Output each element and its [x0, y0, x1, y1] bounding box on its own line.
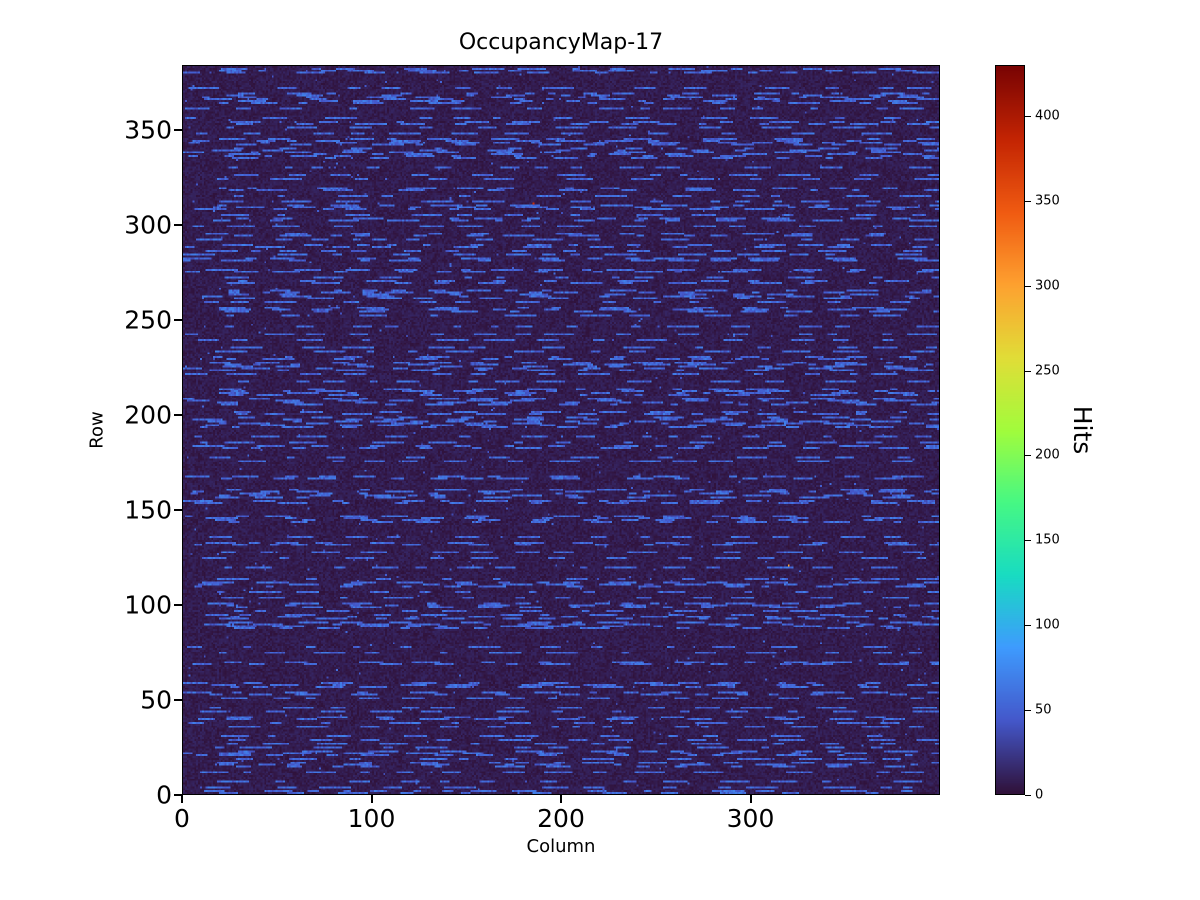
x-tick-mark	[749, 795, 752, 803]
colorbar-tick-label: 200	[1035, 447, 1060, 463]
x-tick-label: 100	[347, 804, 396, 833]
x-tick-label: 0	[174, 804, 190, 833]
colorbar-tick-label: 300	[1035, 278, 1060, 294]
y-tick-mark	[174, 508, 182, 511]
colorbar-tick-mark	[1025, 795, 1031, 796]
colorbar-tick-mark	[1025, 200, 1031, 202]
colorbar-tick-label: 250	[1035, 363, 1060, 379]
colorbar-tick-mark	[1025, 455, 1031, 457]
y-tick-label: 250	[124, 305, 172, 335]
y-tick-mark	[174, 128, 182, 131]
colorbar-tick-mark	[1025, 625, 1031, 627]
plot-title: OccupancyMap-17	[458, 30, 664, 55]
y-tick-mark	[174, 698, 182, 701]
plot-area	[182, 65, 940, 795]
colorbar-canvas	[996, 66, 1024, 794]
x-axis-label: Column	[526, 836, 596, 857]
colorbar	[995, 65, 1025, 795]
y-tick-label: 100	[124, 590, 172, 620]
y-tick-label: 150	[124, 495, 172, 525]
y-tick-label: 200	[124, 400, 172, 430]
colorbar-tick-mark	[1025, 285, 1031, 287]
colorbar-tick-label: 350	[1035, 193, 1060, 209]
x-tick-label: 300	[726, 804, 775, 833]
heatmap-canvas	[183, 66, 939, 794]
x-tick-mark	[181, 795, 183, 803]
colorbar-tick-label: 400	[1035, 108, 1060, 124]
y-tick-mark	[174, 223, 182, 226]
y-tick-mark	[174, 318, 182, 321]
y-tick-label: 50	[140, 685, 172, 715]
x-tick-mark	[560, 795, 562, 803]
x-tick-mark	[370, 795, 373, 803]
colorbar-tick-label: 100	[1035, 617, 1060, 633]
colorbar-tick-mark	[1025, 540, 1031, 542]
y-tick-label: 350	[124, 115, 172, 145]
colorbar-tick-mark	[1025, 710, 1031, 712]
colorbar-tick-mark	[1025, 115, 1031, 117]
colorbar-tick-label: 0	[1035, 787, 1044, 803]
y-axis-label: Row	[86, 411, 108, 449]
y-tick-label: 300	[124, 210, 172, 240]
colorbar-tick-label: 150	[1035, 532, 1060, 548]
y-tick-mark	[174, 413, 182, 416]
y-tick-mark	[174, 603, 182, 606]
x-tick-label: 200	[537, 804, 585, 833]
y-tick-label: 0	[156, 780, 172, 810]
colorbar-label: Hits	[1068, 405, 1097, 455]
colorbar-tick-label: 50	[1035, 702, 1052, 718]
colorbar-tick-mark	[1025, 370, 1031, 372]
y-tick-mark	[174, 794, 182, 796]
